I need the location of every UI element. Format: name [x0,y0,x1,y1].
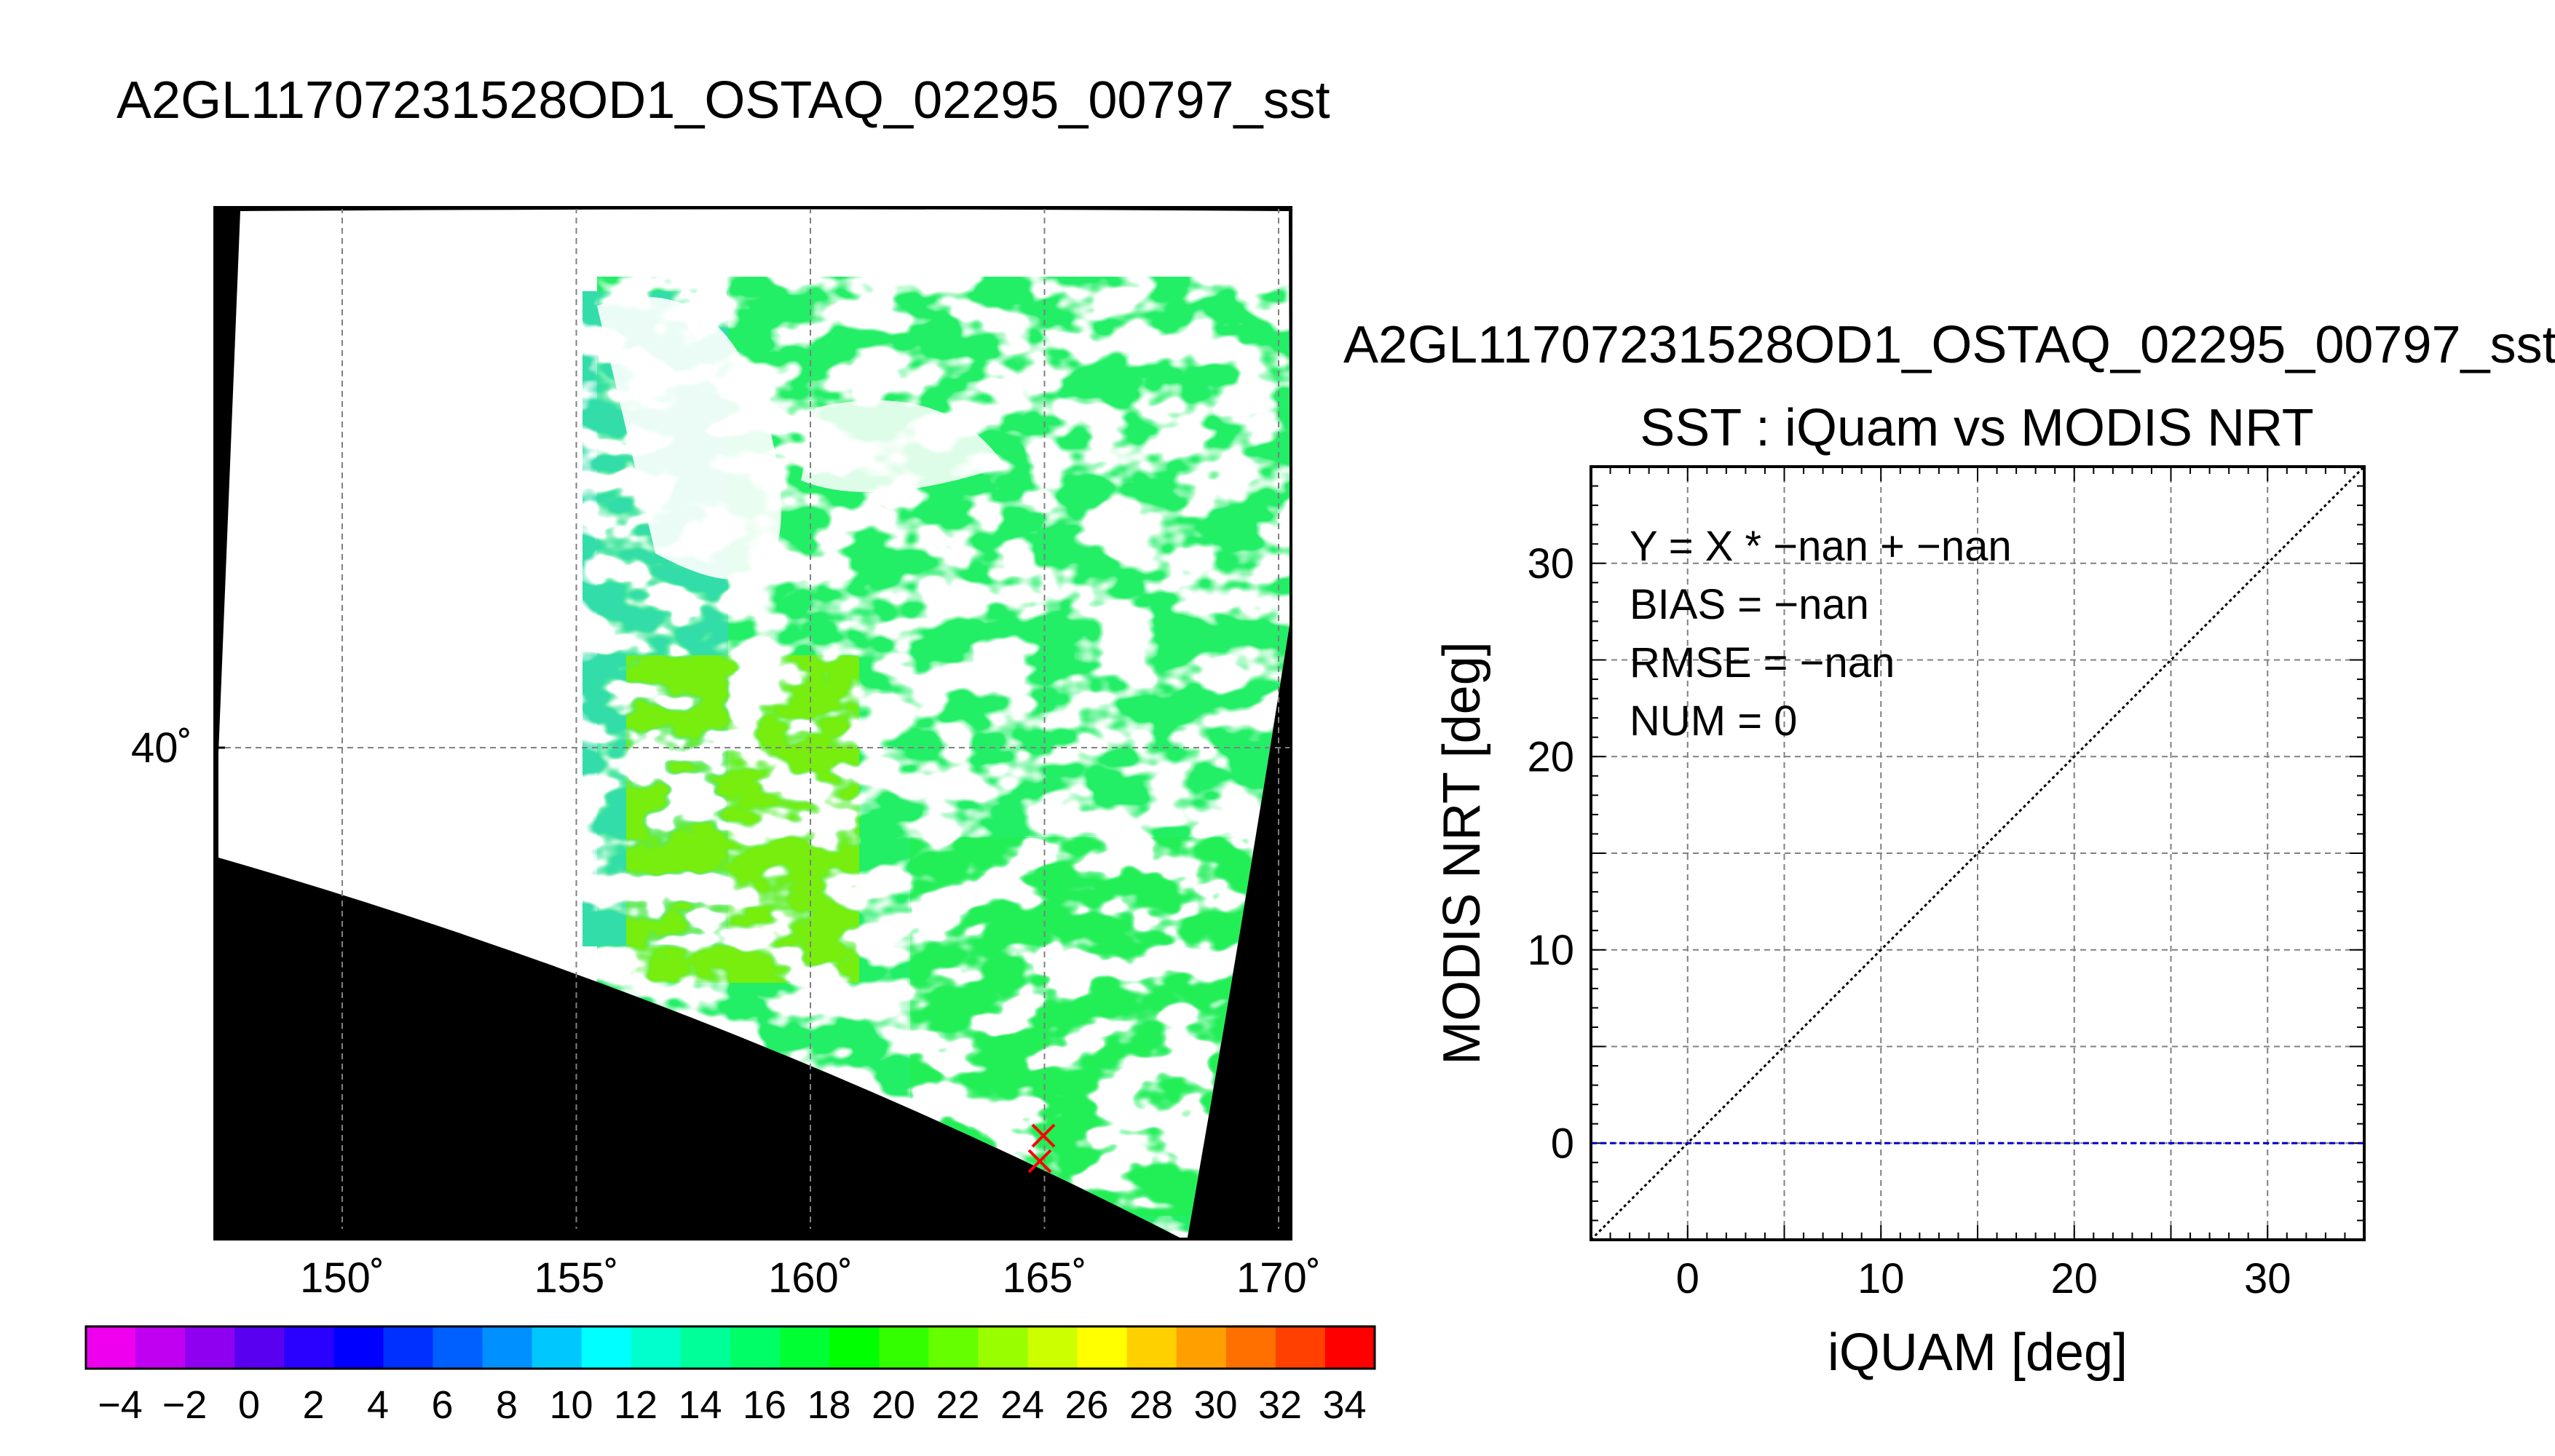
colorbar-tick-label: −2 [162,1383,208,1427]
colorbar-tick-label: 16 [743,1383,786,1427]
colorbar-tick-label: 12 [614,1383,657,1427]
colorbar-tick-label: 32 [1258,1383,1302,1427]
colorbar-segment [433,1326,483,1369]
colorbar-segment [1324,1326,1375,1369]
scatter-title: A2GL11707231528OD1_OSTAQ_02295_00797_sst [1343,316,2555,374]
colorbar-segment [1225,1326,1276,1369]
scatter-y-tick-label: 0 [1551,1120,1574,1167]
colorbar-segment [532,1326,583,1369]
colorbar-tick-label: 30 [1193,1383,1237,1427]
colorbar-tick-label: 22 [936,1383,979,1427]
scatter-subtitle: SST : iQuam vs MODIS NRT [1640,399,2314,457]
colorbar-segment [879,1326,929,1369]
scatter-reference-lines [1590,465,2366,1241]
colorbar-segment [284,1326,334,1369]
map-lat-label: 40˚ [131,724,192,772]
scatter-x-tick-label: 30 [2244,1255,2291,1302]
scatter-x-tick-labels: 0 10 20 30 [1676,1255,2291,1302]
colorbar-segment [631,1326,682,1369]
scatter-x-tick-label: 10 [1857,1255,1905,1302]
colorbar-tick-label: 8 [496,1383,518,1427]
colorbar-segment [333,1326,384,1369]
scatter-y-tick-label: 10 [1527,927,1574,974]
map-title: A2GL11707231528OD1_OSTAQ_02295_00797_sst [117,71,1330,130]
scatter-stats: Y = X * −nan + −nan BIAS = −nan RMSE = −… [1630,523,2012,745]
scatter-panel: A2GL11707231528OD1_OSTAQ_02295_00797_sst… [1343,316,2555,1382]
colorbar-tick-label: 28 [1129,1383,1173,1427]
scatter-y-tick-label: 20 [1527,733,1574,780]
colorbar-tick-label: 2 [302,1383,324,1427]
colorbar-labels: −4 −2 0 2 4 6 8 10 12 14 16 18 20 22 24 26 28 30 32 34 [98,1383,1366,1427]
colorbar [84,1325,1376,1370]
scatter-frame [1590,465,2366,1241]
colorbar-segment [383,1326,434,1369]
colorbar-segment [1126,1326,1177,1369]
colorbar-tick-label: 14 [678,1383,722,1427]
colorbar-segment [730,1326,781,1369]
scatter-y-tick-label: 30 [1527,540,1574,587]
colorbar-segment [234,1326,285,1369]
stat-fit: Y = X * −nan + −nan [1630,523,2012,570]
colorbar-tick-label: 26 [1065,1383,1108,1427]
map-lon-label: 155˚ [534,1254,618,1302]
colorbar-segment [1176,1326,1227,1369]
map-panel: A2GL11707231528OD1_OSTAQ_02295_00797_sst… [84,71,1376,1427]
colorbar-segment [680,1326,731,1369]
colorbar-segment [581,1326,632,1369]
stat-rmse: RMSE = −nan [1630,639,1895,687]
colorbar-segment [1027,1326,1078,1369]
matchup-marker [1031,1123,1056,1148]
map-grid [215,207,1291,1239]
colorbar-segment [928,1326,979,1369]
colorbar-segment [829,1326,880,1369]
map-frame [213,206,1292,1241]
map-lon-label: 170˚ [1236,1254,1321,1302]
x-axis-label: iQUAM [deg] [1828,1324,2128,1382]
scatter-y-tick-labels: 0 10 20 30 [1527,540,1574,1168]
colorbar-tick-label: 18 [807,1383,850,1427]
map-lon-label: 150˚ [300,1254,384,1302]
matchup-marker [1027,1149,1052,1174]
stat-bias: BIAS = −nan [1630,581,1869,628]
colorbar-tick-label: 10 [549,1383,593,1427]
reference-line-one-to-one [1590,465,2366,1241]
colorbar-tick-label: 20 [872,1383,915,1427]
scatter-x-tick-label: 20 [2050,1255,2098,1302]
stat-num: NUM = 0 [1630,697,1797,745]
colorbar-segment [482,1326,533,1369]
colorbar-segment [185,1326,235,1369]
colorbar-segment [1077,1326,1128,1369]
colorbar-frame [84,1325,1376,1370]
colorbar-segment [978,1326,1028,1369]
y-axis-label: MODIS NRT [deg] [1433,641,1491,1065]
scatter-x-tick-label: 0 [1676,1255,1699,1302]
colorbar-tick-label: 4 [367,1383,389,1427]
map-lon-label: 160˚ [768,1254,853,1302]
colorbar-segment [1275,1326,1326,1369]
colorbar-segment [780,1326,830,1369]
colorbar-tick-label: 6 [431,1383,453,1427]
colorbar-segment [135,1326,186,1369]
scatter-grid [1591,467,2364,1240]
matchup-markers [1027,1123,1056,1174]
colorbar-segment [86,1326,136,1369]
colorbar-tick-label: 0 [238,1383,260,1427]
colorbar-tick-label: −4 [98,1383,143,1427]
colorbar-tick-label: 24 [1000,1383,1044,1427]
map-lon-labels: 150˚ 155˚ 160˚ 165˚ 170˚ [300,1254,1321,1302]
map-lon-label: 165˚ [1002,1254,1086,1302]
colorbar-tick-label: 34 [1322,1383,1366,1427]
map-lat-labels: 40˚ [131,724,192,772]
